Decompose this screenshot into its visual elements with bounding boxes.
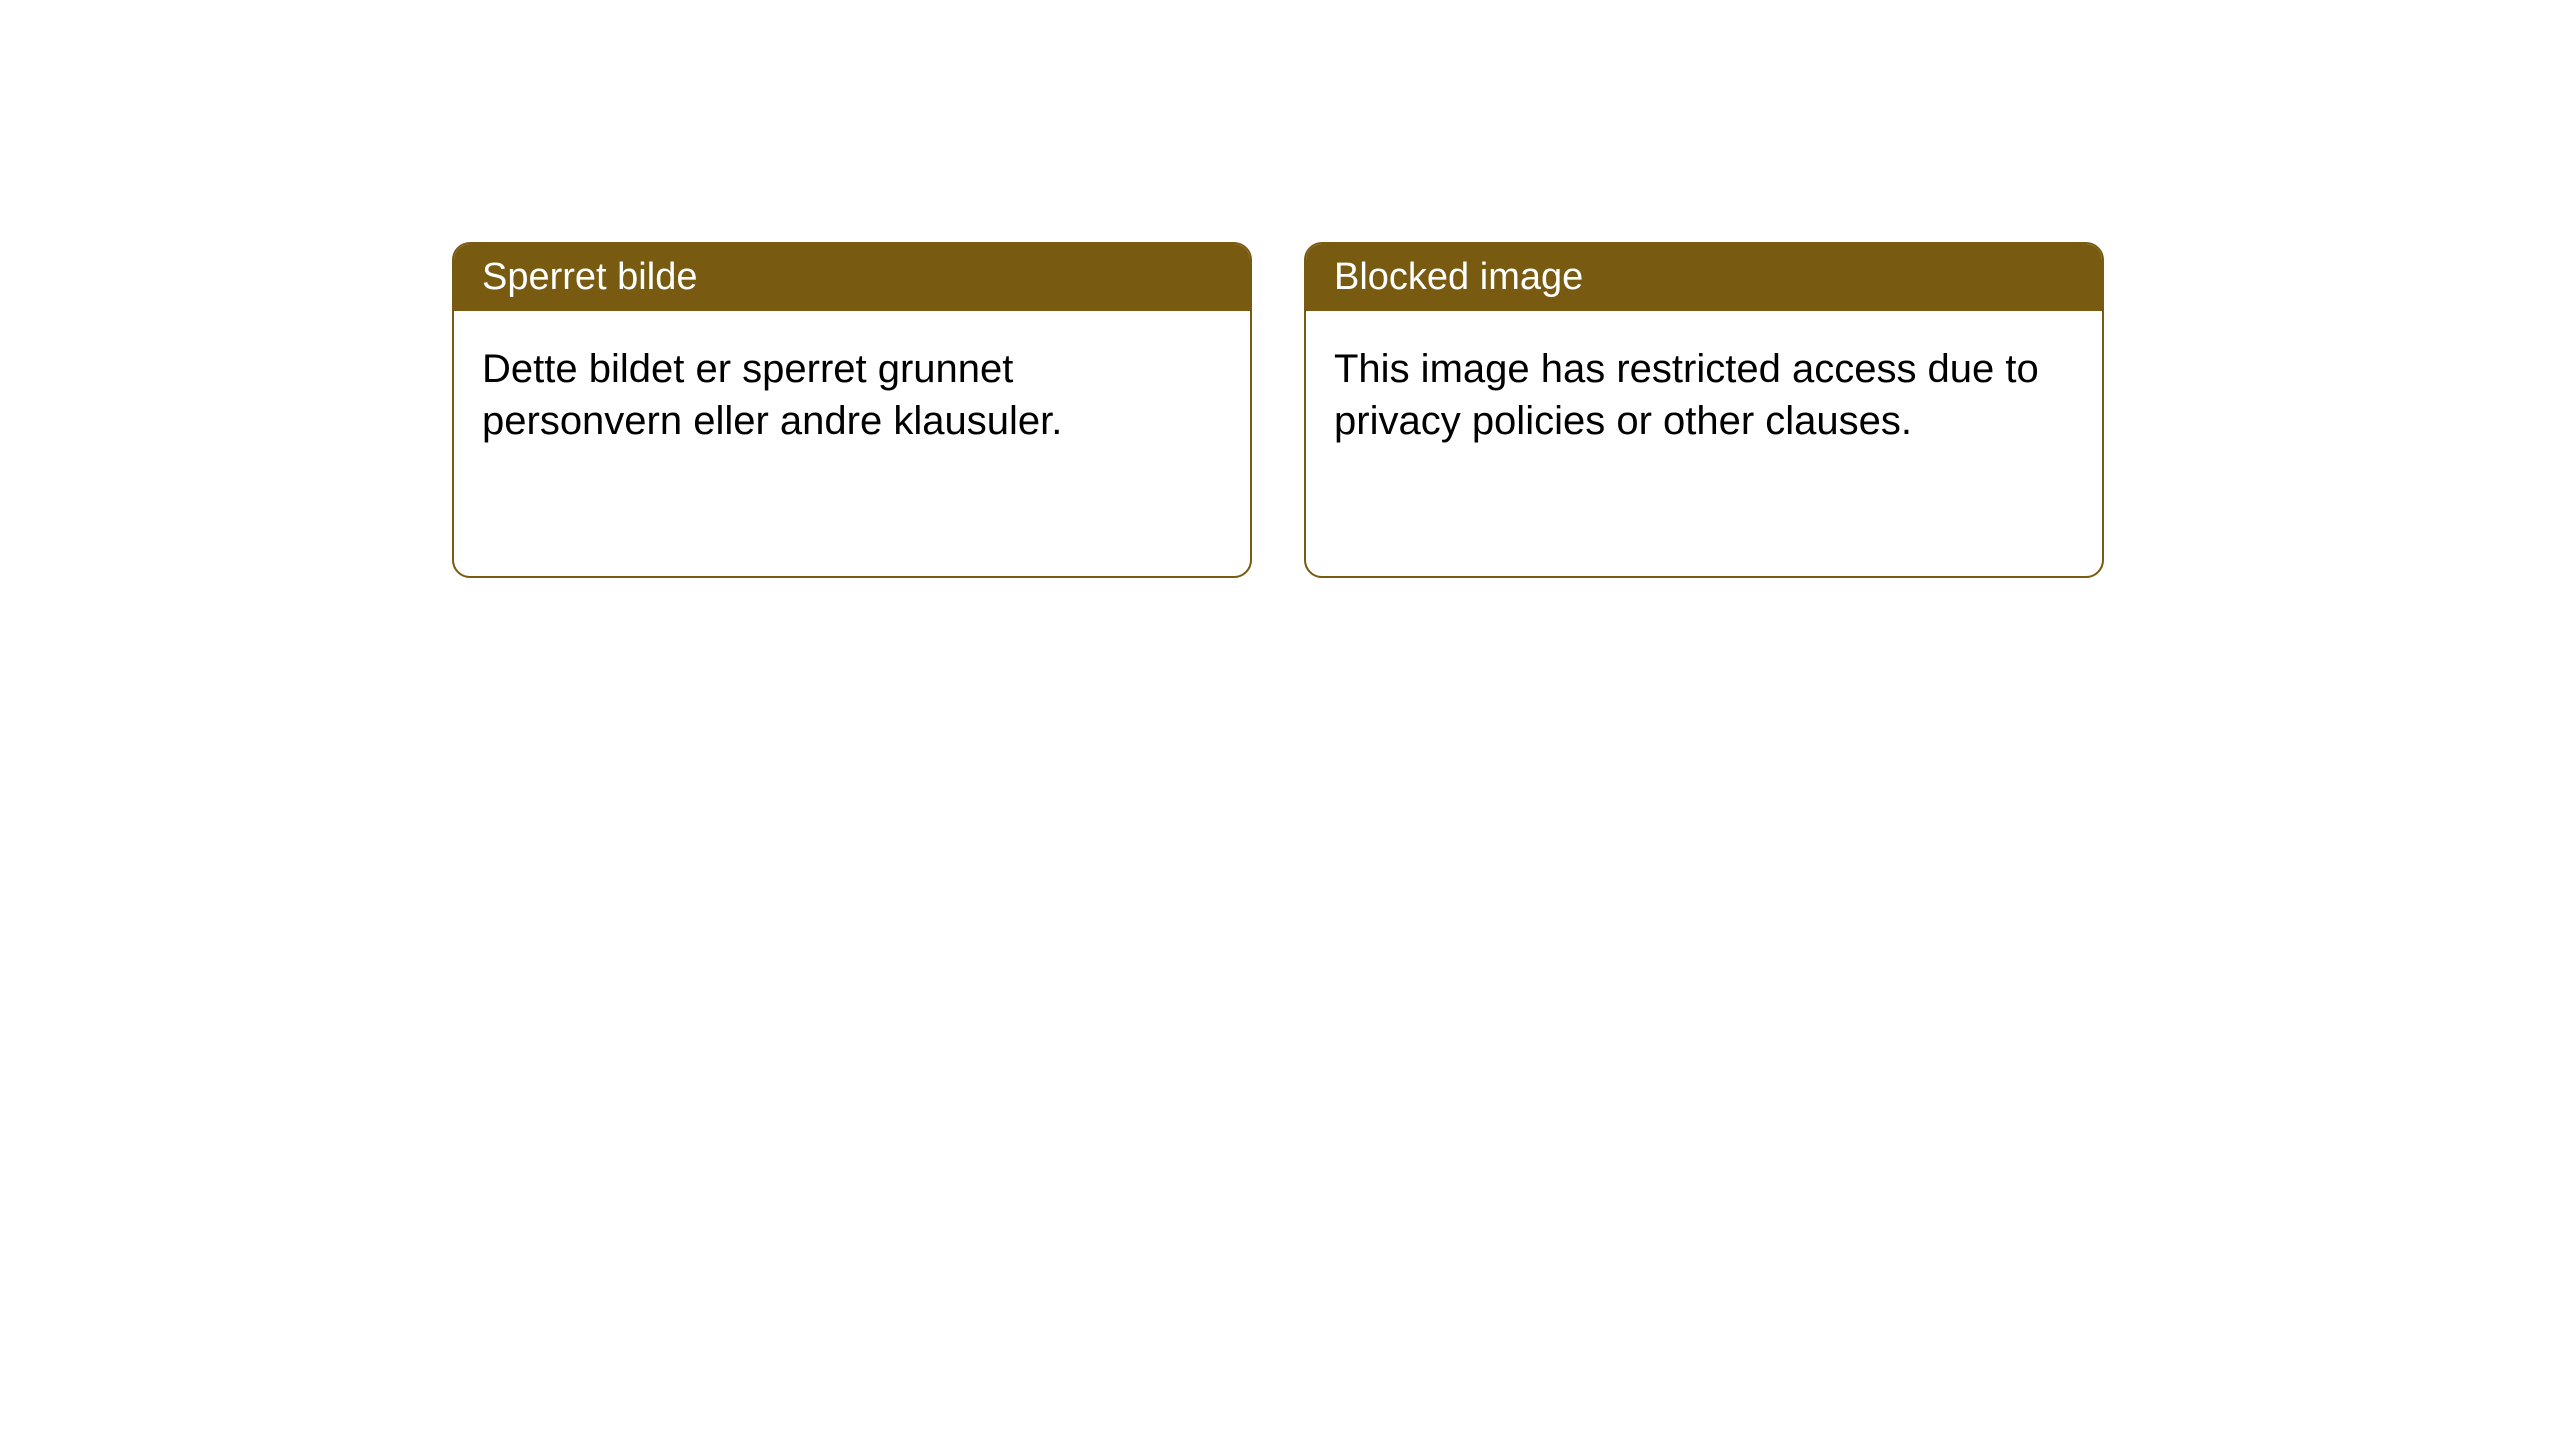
card-title: Blocked image — [1334, 256, 1583, 298]
card-body-text: This image has restricted access due to … — [1334, 347, 2039, 443]
card-header: Blocked image — [1306, 244, 2102, 311]
notice-cards-container: Sperret bilde Dette bildet er sperret gr… — [452, 242, 2560, 578]
notice-card-norwegian: Sperret bilde Dette bildet er sperret gr… — [452, 242, 1252, 578]
notice-card-english: Blocked image This image has restricted … — [1304, 242, 2104, 578]
card-header: Sperret bilde — [454, 244, 1250, 311]
card-body: This image has restricted access due to … — [1306, 311, 2102, 479]
card-body: Dette bildet er sperret grunnet personve… — [454, 311, 1250, 479]
card-title: Sperret bilde — [482, 256, 697, 298]
card-body-text: Dette bildet er sperret grunnet personve… — [482, 347, 1062, 443]
